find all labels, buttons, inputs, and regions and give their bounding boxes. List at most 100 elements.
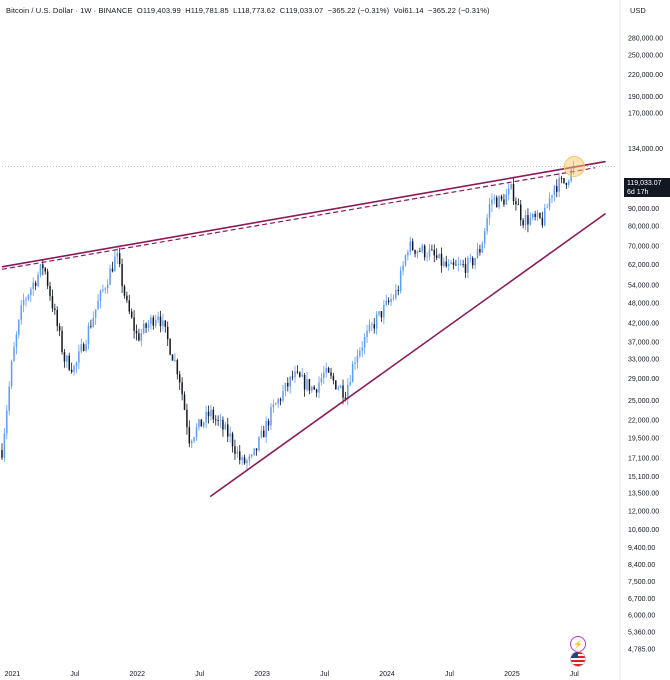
- candle-body: [162, 320, 164, 327]
- candle-body: [70, 369, 73, 373]
- candle-body: [479, 249, 481, 253]
- candle-body: [563, 178, 565, 183]
- candle-body: [373, 324, 375, 329]
- candle-body: [433, 249, 436, 256]
- candle-body: [299, 372, 301, 377]
- candle-body: [166, 326, 169, 340]
- candle-body: [443, 261, 445, 266]
- candle-body: [253, 448, 255, 455]
- candle-body: [202, 422, 205, 427]
- candle-body: [392, 298, 395, 299]
- candle-body: [342, 385, 344, 398]
- candle-body: [78, 351, 80, 363]
- candle-body: [66, 355, 68, 362]
- candle-body: [306, 379, 308, 390]
- y-tick-label: 134,000.00: [628, 146, 663, 153]
- candle-body: [459, 263, 462, 265]
- y-tick-label: 33,000.00: [628, 357, 659, 364]
- candle-body: [450, 262, 452, 265]
- candle-body: [404, 255, 407, 266]
- change-value: −365.22 (−0.31%): [327, 6, 390, 15]
- candle-body: [174, 360, 176, 361]
- us-flag-icon[interactable]: [570, 651, 586, 667]
- candle-body: [142, 323, 145, 334]
- volume-value: Vol61.14: [393, 6, 424, 15]
- y-tick-label: 42,000.00: [628, 320, 659, 327]
- candle-body: [267, 420, 270, 426]
- y-tick-label: 19,500.00: [628, 436, 659, 443]
- candle-body: [171, 354, 174, 361]
- candle-body: [435, 255, 438, 258]
- candle-body: [476, 249, 479, 258]
- candle-body: [114, 256, 116, 272]
- candle-body: [159, 316, 162, 327]
- candle-body: [248, 456, 251, 461]
- candle-body: [236, 451, 239, 454]
- candle-body: [491, 199, 493, 205]
- candle-body: [241, 457, 243, 461]
- candle-body: [90, 326, 92, 327]
- candle-body: [351, 363, 354, 383]
- candle-body: [481, 243, 484, 253]
- y-tick-label: 190,000.00: [628, 94, 663, 101]
- candle-body: [104, 288, 107, 290]
- candle-body: [344, 397, 347, 399]
- candle-body: [205, 411, 207, 423]
- y-tick-label: 13,500.00: [628, 491, 659, 498]
- y-tick-label: 12,000.00: [628, 508, 659, 515]
- candle-body: [68, 355, 70, 370]
- open-value: O119,403.99: [136, 6, 181, 15]
- candle-body: [193, 437, 195, 441]
- candle-body: [8, 386, 10, 411]
- candle-body: [325, 368, 327, 373]
- candle-body: [488, 204, 491, 218]
- candle-body: [301, 374, 303, 377]
- x-tick-label: Jul: [70, 671, 79, 678]
- candle-body: [150, 317, 152, 324]
- candle-body: [121, 264, 123, 287]
- candle-body: [61, 330, 63, 352]
- high-value: H119,781.85: [185, 6, 229, 15]
- candle-body: [277, 399, 279, 404]
- candle-body: [260, 430, 263, 438]
- candle-body: [387, 300, 390, 302]
- candle-body: [25, 298, 27, 301]
- candle-body: [522, 220, 524, 226]
- candle-body: [178, 374, 181, 383]
- candle-body: [87, 326, 90, 345]
- candle-body: [231, 433, 234, 447]
- candle-body: [243, 457, 246, 464]
- candle-body: [157, 316, 159, 320]
- candle-body: [327, 368, 330, 373]
- candle-body: [63, 351, 66, 362]
- candle-body: [527, 215, 529, 225]
- candle-body: [287, 383, 289, 387]
- candle-body: [426, 256, 428, 258]
- candle-body: [512, 183, 515, 202]
- x-tick-label: 2022: [129, 671, 145, 678]
- candle-body: [73, 365, 75, 373]
- candle-body: [402, 265, 404, 271]
- candle-body: [265, 420, 267, 438]
- candle-body: [330, 372, 332, 376]
- candle-body: [22, 300, 25, 306]
- y-tick-label: 280,000.00: [628, 36, 663, 43]
- y-tick-label: 4,785.00: [628, 646, 655, 653]
- candle-body: [258, 437, 260, 451]
- symbol-header: Bitcoin / U.S. Dollar · 1W · BINANCE O11…: [6, 6, 490, 15]
- lightning-icon[interactable]: ⚡: [570, 636, 586, 652]
- candle-body: [371, 324, 373, 326]
- candle-body: [411, 241, 414, 250]
- candle-body: [445, 261, 448, 267]
- candle-body: [255, 448, 258, 451]
- candle-body: [308, 379, 311, 391]
- candle-body: [548, 198, 551, 208]
- candle-body: [544, 207, 546, 226]
- candle-body: [359, 350, 361, 356]
- symbol-title[interactable]: Bitcoin / U.S. Dollar · 1W · BINANCE: [6, 6, 133, 15]
- candle-body: [275, 403, 277, 405]
- candle-body: [447, 264, 450, 267]
- candle-body: [200, 419, 203, 427]
- candle-body: [207, 411, 210, 417]
